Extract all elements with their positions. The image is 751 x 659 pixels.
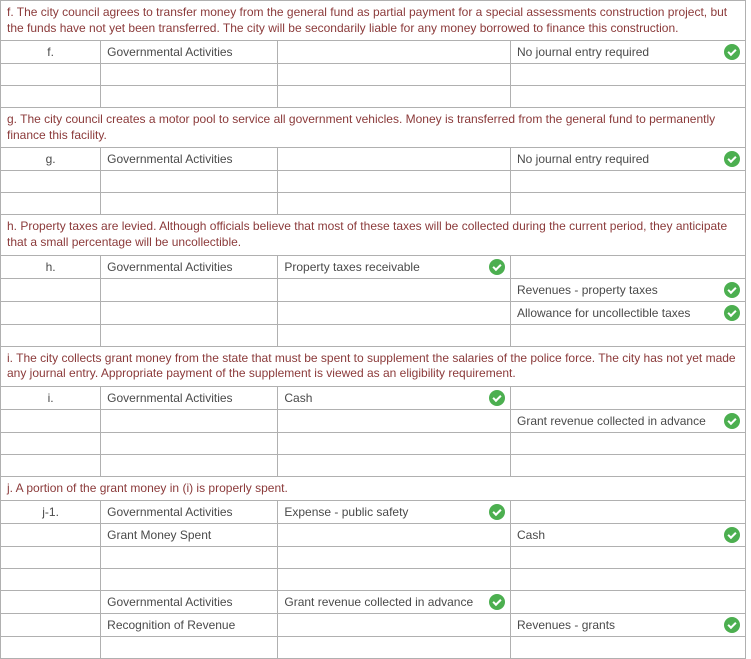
- debit-cell: [278, 41, 511, 64]
- section-j-desc: j. A portion of the grant money in (i) i…: [1, 476, 746, 501]
- credit-cell: Revenues - grants: [511, 614, 746, 637]
- check-icon: [724, 44, 740, 60]
- table-row: i. Governmental Activities Cash: [1, 386, 746, 409]
- credit-cell: Grant revenue collected in advance: [511, 409, 746, 432]
- debit-cell: Property taxes receivable: [278, 255, 511, 278]
- section-f-desc: f. The city council agrees to transfer m…: [1, 1, 746, 41]
- table-row: [1, 193, 746, 215]
- table-row: Grant Money Spent Cash: [1, 524, 746, 547]
- debit-cell: [278, 148, 511, 171]
- credit-cell: No journal entry required: [511, 41, 746, 64]
- table-row: [1, 454, 746, 476]
- check-icon: [724, 617, 740, 633]
- activity-cell: Recognition of Revenue: [101, 614, 278, 637]
- table-row: [1, 432, 746, 454]
- credit-cell: [511, 255, 746, 278]
- check-icon: [724, 282, 740, 298]
- check-icon: [489, 390, 505, 406]
- check-icon: [724, 413, 740, 429]
- table-row: Allowance for uncollectible taxes: [1, 301, 746, 324]
- check-icon: [489, 504, 505, 520]
- credit-cell: [511, 386, 746, 409]
- section-h-desc: h. Property taxes are levied. Although o…: [1, 215, 746, 255]
- activity-cell: Governmental Activities: [101, 255, 278, 278]
- activity-cell: Governmental Activities: [101, 501, 278, 524]
- journal-entry-table: f. The city council agrees to transfer m…: [0, 0, 746, 659]
- table-row: Revenues - property taxes: [1, 278, 746, 301]
- row-id-cell: g.: [1, 148, 101, 171]
- credit-cell: No journal entry required: [511, 148, 746, 171]
- table-row: [1, 324, 746, 346]
- activity-cell: Grant Money Spent: [101, 524, 278, 547]
- section-i-desc: i. The city collects grant money from th…: [1, 346, 746, 386]
- check-icon: [489, 594, 505, 610]
- credit-cell: Cash: [511, 524, 746, 547]
- table-row: g. Governmental Activities No journal en…: [1, 148, 746, 171]
- section-g-desc: g. The city council creates a motor pool…: [1, 108, 746, 148]
- activity-cell: Governmental Activities: [101, 386, 278, 409]
- row-id-cell: h.: [1, 255, 101, 278]
- credit-cell: Revenues - property taxes: [511, 278, 746, 301]
- table-row: Grant revenue collected in advance: [1, 409, 746, 432]
- row-id-cell: j-1.: [1, 501, 101, 524]
- activity-cell: Governmental Activities: [101, 41, 278, 64]
- check-icon: [724, 151, 740, 167]
- table-row: [1, 637, 746, 659]
- row-id-cell: i.: [1, 386, 101, 409]
- table-row: Governmental Activities Grant revenue co…: [1, 591, 746, 614]
- check-icon: [489, 259, 505, 275]
- table-row: [1, 86, 746, 108]
- table-row: f. Governmental Activities No journal en…: [1, 41, 746, 64]
- table-row: [1, 64, 746, 86]
- table-row: [1, 171, 746, 193]
- debit-cell: Grant revenue collected in advance: [278, 591, 511, 614]
- check-icon: [724, 527, 740, 543]
- credit-cell: Allowance for uncollectible taxes: [511, 301, 746, 324]
- debit-cell: Cash: [278, 386, 511, 409]
- credit-cell: [511, 501, 746, 524]
- table-row: j-1. Governmental Activities Expense - p…: [1, 501, 746, 524]
- activity-cell: Governmental Activities: [101, 148, 278, 171]
- table-row: [1, 569, 746, 591]
- check-icon: [724, 305, 740, 321]
- table-row: [1, 547, 746, 569]
- table-row: h. Governmental Activities Property taxe…: [1, 255, 746, 278]
- activity-cell: Governmental Activities: [101, 591, 278, 614]
- row-id-cell: f.: [1, 41, 101, 64]
- debit-cell: Expense - public safety: [278, 501, 511, 524]
- table-row: Recognition of Revenue Revenues - grants: [1, 614, 746, 637]
